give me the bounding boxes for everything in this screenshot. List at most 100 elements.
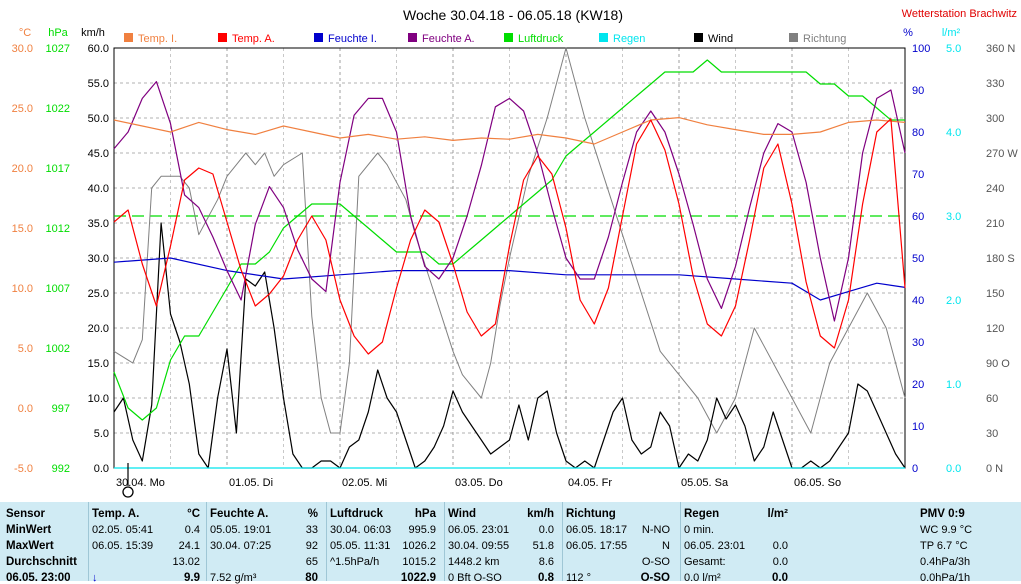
x-axis-labels: 30.04. Mo 01.05. Di 02.05. Mi 03.05. Do 04.0… (116, 477, 841, 489)
table-header: Feuchte A. (210, 508, 269, 520)
wind-tick-label: 55.0 (88, 78, 109, 90)
table-value: 0.8 (538, 572, 554, 584)
temp-tick-label: 10.0 (12, 283, 33, 295)
table-value: 0.4hPa/3h (920, 556, 971, 568)
legend-label: Luftdruck (518, 33, 564, 45)
series-feuchte_a (113, 80, 906, 322)
temp-tick-label: 5.0 (18, 343, 33, 355)
humidity-tick-label: 60 (912, 211, 924, 223)
x-tick-label: 03.05. Do (455, 477, 503, 489)
table-value: 0.0 (772, 556, 788, 568)
temp-tick-label: 25.0 (12, 103, 33, 115)
x-tick-label: 06.05. So (794, 477, 841, 489)
wind-tick-label: 20.0 (88, 323, 109, 335)
table-sub-value: 05.05. 19:01 (210, 524, 272, 536)
table-value: 0.0 (772, 540, 788, 552)
humidity-tick-label: 70 (912, 169, 924, 181)
x-tick-label: 05.05. Sa (681, 477, 729, 489)
table-unit: °C (187, 508, 200, 520)
table-value: 0.0hPa/1h (920, 572, 971, 584)
direction-tick-label: 90 O (986, 358, 1010, 370)
legend-swatch (314, 33, 323, 42)
humidity-tick-label: 100 (912, 43, 930, 55)
rain-tick-label: 2.0 (946, 295, 961, 307)
table-separator (444, 502, 445, 581)
table-sub-value: 112 ° (566, 572, 591, 584)
direction-tick-label: 0 N (986, 463, 1003, 475)
table-value: 1026.2 (402, 540, 436, 552)
pressure-tick-label: 992 (52, 463, 70, 475)
table-separator (680, 502, 681, 581)
legend-swatch (124, 33, 133, 42)
wind-tick-label: 35.0 (88, 218, 109, 230)
direction-tick-label: 360 N (986, 43, 1015, 55)
legend-label: Feuchte A. (422, 33, 475, 45)
table-header: Sensor (6, 508, 45, 520)
temp-tick-label: 30.0 (12, 43, 33, 55)
legend-label: Wind (708, 33, 733, 45)
table-sub-value: 7.52 g/m³ (210, 572, 257, 584)
pressure-tick-label: 1022 (46, 103, 70, 115)
rain-tick-label: 3.0 (946, 211, 961, 223)
table-value: O-SO (641, 556, 670, 568)
table-sub-value: 06.05. 23:01 (448, 524, 510, 536)
table-sub-value: Gesamt: (684, 556, 726, 568)
table-value: 995.9 (408, 524, 436, 536)
table-value: TP 6.7 °C (920, 540, 968, 552)
table-sub-value: 30.04. 06:03 (330, 524, 392, 536)
series-wind (113, 222, 906, 469)
wind-tick-label: 45.0 (88, 148, 109, 160)
table-value: N (662, 540, 670, 552)
table-value: 0.0 (772, 572, 788, 584)
rain-tick-label: 1.0 (946, 379, 961, 391)
table-sub-value: 06.05. 17:55 (566, 540, 628, 552)
humidity-tick-label: 30 (912, 337, 924, 349)
time-marker-icon (122, 486, 134, 498)
axis-labels: 30.0 25.0 20.0 15.0 10.0 5.0 0.0 -5.0 1027 1022 10… (12, 43, 1019, 475)
table-row-label: MaxWert (6, 540, 54, 552)
table-value: 0.4 (184, 524, 200, 536)
table-value: 0.0 (538, 524, 554, 536)
axis-unit-label: hPa (48, 27, 68, 39)
legend-swatch (504, 33, 513, 42)
table-unit: % (307, 508, 318, 520)
table-value: 33 (305, 524, 318, 536)
table-sub-value: 05.05. 11:31 (330, 540, 391, 552)
axis-unit-label: l/m² (942, 27, 961, 39)
series-luftdruck (113, 59, 905, 421)
humidity-tick-label: 50 (912, 253, 924, 265)
wind-tick-label: 60.0 (88, 43, 109, 55)
table-sub-value: 06.05. 23:01 (684, 540, 746, 552)
table-header: Temp. A. (92, 508, 140, 520)
table-header: PMV 0:9 (920, 508, 965, 520)
legend-swatch (218, 33, 227, 42)
rain-tick-label: 4.0 (946, 127, 961, 139)
direction-tick-label: 180 S (986, 253, 1015, 265)
temp-tick-label: -5.0 (14, 463, 33, 475)
axis-unit-label: km/h (81, 27, 105, 39)
legend-label: Richtung (803, 33, 846, 45)
table-value: 80 (305, 572, 318, 584)
pressure-tick-label: 1017 (46, 163, 70, 175)
pressure-tick-label: 997 (52, 403, 70, 415)
pressure-tick-label: 1002 (46, 343, 70, 355)
series-richtung (113, 47, 906, 434)
series-temp_a (113, 118, 906, 355)
legend-swatch (789, 33, 798, 42)
wind-tick-label: 30.0 (88, 253, 109, 265)
station-name: Wetterstation Brachwitz (902, 8, 1017, 20)
axis-unit-label: % (903, 27, 913, 39)
table-unit: hPa (414, 508, 436, 520)
table-header: Luftdruck (330, 508, 384, 520)
table-separator (562, 502, 563, 581)
table-value: 1022.9 (400, 572, 436, 584)
direction-tick-label: 150 (986, 288, 1004, 300)
axis-units: °C hPa km/h% l/m² (19, 27, 961, 39)
legend-swatch (599, 33, 608, 42)
table-row-label: Durchschnitt (6, 556, 77, 568)
direction-tick-label: 300 (986, 113, 1004, 125)
direction-tick-label: 330 (986, 78, 1004, 90)
table-separator (326, 502, 327, 581)
table-value: N-NO (641, 524, 670, 536)
table-value: 9.9 (184, 572, 200, 584)
